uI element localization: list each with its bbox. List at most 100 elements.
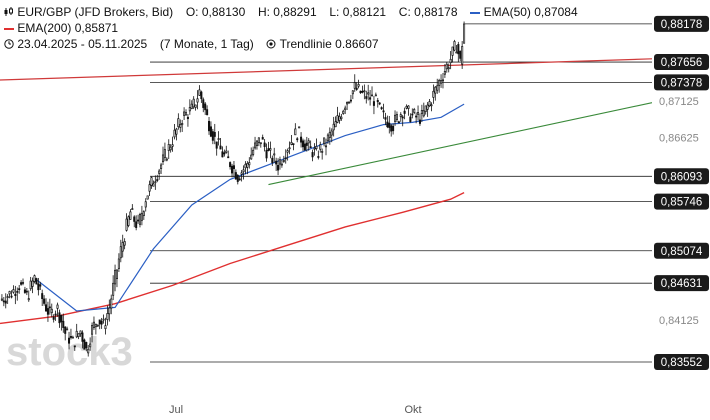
candle-body <box>215 141 218 149</box>
candle-body <box>41 293 44 300</box>
candle-body <box>269 148 272 151</box>
candle-body <box>146 195 149 200</box>
x-tick-label: Okt <box>404 404 421 416</box>
candle-body <box>186 116 189 120</box>
candle-body <box>100 320 103 325</box>
candle-body <box>236 175 239 182</box>
candle-body <box>365 96 368 99</box>
candle-body <box>394 114 397 122</box>
candle-body <box>372 101 375 106</box>
candle-body <box>428 101 431 107</box>
candle-body <box>380 107 383 110</box>
candle-body <box>16 291 19 293</box>
candle-body <box>407 105 410 109</box>
candle-body <box>35 278 38 285</box>
candle-body <box>68 337 71 344</box>
candle-body <box>6 296 9 298</box>
level-price-label: 0,87656 <box>661 57 703 69</box>
candles <box>0 21 466 357</box>
candle-body <box>20 282 23 285</box>
candle-body <box>324 145 328 148</box>
candle-body <box>229 162 232 168</box>
trendline-label: Trendlinie <box>279 37 332 51</box>
candle-body <box>311 152 314 158</box>
candle-body <box>92 321 95 328</box>
candle-body <box>140 213 143 221</box>
candle-body <box>52 316 55 320</box>
candle-body <box>413 109 416 113</box>
candle-body <box>31 280 34 287</box>
candles-icon <box>4 5 14 16</box>
candle-body <box>106 313 109 320</box>
candle-body <box>150 177 153 186</box>
candle-body <box>75 330 78 338</box>
candle-body <box>114 269 117 285</box>
candle-body <box>326 134 329 142</box>
candle-body <box>336 115 339 123</box>
ema50-label: EMA(50) <box>483 5 531 19</box>
candle-body <box>79 330 82 335</box>
candle-body <box>259 142 262 145</box>
ema200-line <box>0 191 465 325</box>
candle-body <box>81 332 84 342</box>
candle-body <box>351 90 354 95</box>
candle-body <box>447 67 450 70</box>
candle-body <box>23 289 26 293</box>
candle-body <box>192 98 195 108</box>
candle-body <box>202 99 205 108</box>
candle-body <box>77 333 80 337</box>
candle-body <box>342 110 345 114</box>
candle-body <box>184 112 188 116</box>
candle-body <box>190 103 193 109</box>
candle-body <box>62 320 65 328</box>
candle-body <box>403 110 406 114</box>
candle-body <box>392 125 395 132</box>
candle-body <box>110 298 113 309</box>
clock-icon <box>4 37 14 49</box>
candle-body <box>12 289 15 293</box>
candle-body <box>144 201 147 208</box>
candle-body <box>265 150 268 159</box>
trendline-icon <box>266 37 276 49</box>
level-price-badge <box>654 54 709 71</box>
candle-body <box>405 105 408 109</box>
candle-body <box>401 116 404 119</box>
candle-body <box>8 291 11 295</box>
candle-body <box>420 110 423 114</box>
level-price-label: 0,86093 <box>661 171 703 183</box>
candle-body <box>167 144 170 151</box>
candle-body <box>309 146 312 149</box>
candle-body <box>315 145 318 149</box>
candle-body <box>69 336 72 338</box>
symbol-label: EUR/GBP (JFD Brokers, Bid) <box>17 5 174 19</box>
candle-body <box>73 345 76 348</box>
candle-body <box>346 101 349 105</box>
y-tick-label: 0,86625 <box>659 132 699 144</box>
candle-body <box>98 319 101 325</box>
candle-body <box>142 211 145 217</box>
open-label: O: <box>185 5 199 19</box>
candle-body <box>417 112 420 115</box>
ema50-line <box>34 103 465 312</box>
candle-body <box>426 104 429 110</box>
ema200-swatch-icon <box>4 27 14 30</box>
candle-body <box>85 342 88 349</box>
candle-body <box>355 87 358 90</box>
legend-ohlc-row: EUR/GBP (JFD Brokers, Bid) O: 0,88130 H:… <box>4 4 578 20</box>
candle-body <box>71 336 74 339</box>
level-price-label: 0,84631 <box>661 278 703 290</box>
candle-body <box>196 98 199 103</box>
candle-body <box>328 131 331 138</box>
candle-body <box>440 80 443 84</box>
candle-body <box>45 304 48 312</box>
candle-body <box>353 82 356 89</box>
candle-body <box>152 183 155 187</box>
candle-body <box>317 156 320 158</box>
candle-body <box>271 157 274 163</box>
candle-body <box>37 283 40 291</box>
indicator-lines <box>0 58 653 325</box>
candle-body <box>89 343 92 348</box>
candle-body <box>148 184 151 192</box>
candle-body <box>33 275 36 282</box>
